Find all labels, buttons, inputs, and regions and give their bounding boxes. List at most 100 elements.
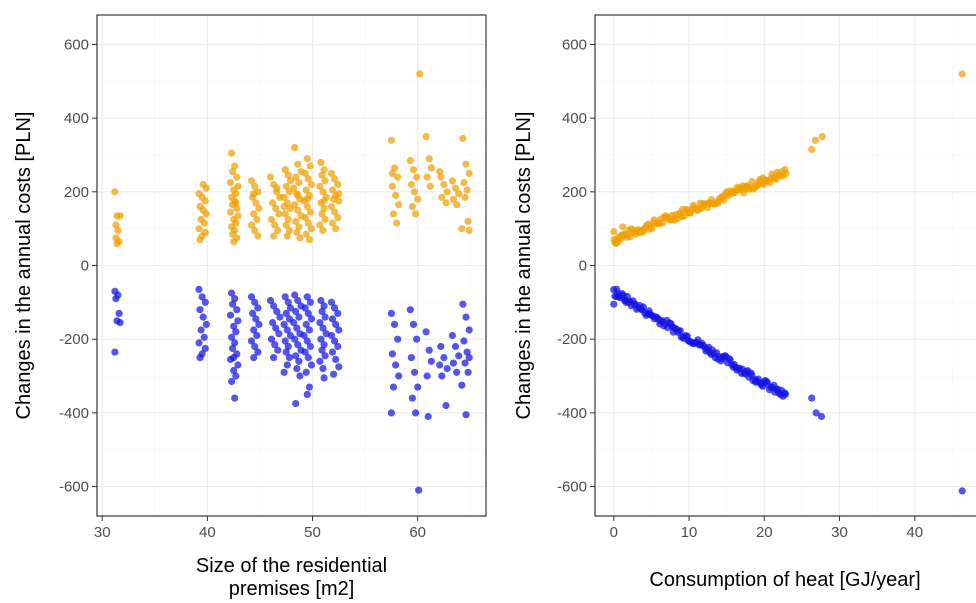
data-point xyxy=(292,400,300,408)
data-point xyxy=(301,304,309,312)
data-point xyxy=(306,342,314,351)
data-point xyxy=(284,171,292,179)
data-point xyxy=(808,145,816,154)
data-point xyxy=(408,394,416,402)
data-point xyxy=(283,326,291,334)
x-axis-title: Consumption of heat [GJ/year] xyxy=(649,569,920,591)
data-point xyxy=(269,319,277,327)
data-point xyxy=(334,214,342,222)
data-point xyxy=(448,177,456,185)
data-point xyxy=(232,328,240,336)
data-point xyxy=(303,155,311,163)
data-point xyxy=(251,182,259,190)
data-point xyxy=(316,182,324,190)
data-point xyxy=(272,324,280,332)
data-point xyxy=(292,307,300,316)
data-point xyxy=(284,342,292,351)
data-point xyxy=(280,368,288,376)
x-axis-title: premises [m2] xyxy=(229,578,355,600)
data-point xyxy=(334,309,342,317)
x-tick-label: 60 xyxy=(409,524,426,541)
data-point xyxy=(302,186,310,194)
data-point xyxy=(230,366,238,375)
data-point xyxy=(335,363,343,371)
data-point xyxy=(201,344,209,352)
data-point xyxy=(443,188,451,196)
data-point xyxy=(460,179,468,187)
data-point xyxy=(463,348,471,356)
data-point xyxy=(332,355,340,363)
data-point xyxy=(610,300,618,308)
y-tick-label: -600 xyxy=(557,479,587,496)
data-point xyxy=(302,230,310,238)
data-point xyxy=(409,320,418,328)
data-point xyxy=(284,215,292,224)
data-point xyxy=(331,304,339,312)
data-point xyxy=(306,298,314,306)
data-point xyxy=(320,166,328,174)
data-point xyxy=(318,210,326,218)
data-point xyxy=(459,300,467,308)
data-point xyxy=(231,295,239,303)
data-point xyxy=(443,365,451,373)
data-point xyxy=(306,162,314,170)
data-point xyxy=(274,346,282,354)
data-point xyxy=(334,342,342,351)
scatter-panel-heat-consumption: 0 10 20 30 40 -600 -400 -200 0 200 400 600 Consumpti… xyxy=(513,14,976,591)
data-point xyxy=(676,327,684,335)
data-point xyxy=(427,164,435,172)
data-point xyxy=(228,289,236,297)
data-point xyxy=(461,193,469,201)
data-point xyxy=(232,199,240,207)
data-point xyxy=(302,320,310,328)
data-point xyxy=(410,188,419,196)
data-point xyxy=(251,298,259,306)
data-point xyxy=(266,296,275,305)
data-point xyxy=(390,320,399,328)
data-point xyxy=(407,180,415,189)
data-point xyxy=(460,337,468,345)
data-point xyxy=(451,184,460,192)
data-point xyxy=(426,182,434,190)
data-point xyxy=(280,193,288,201)
data-point xyxy=(306,208,314,216)
data-point xyxy=(112,221,120,229)
data-point xyxy=(316,357,324,365)
data-point xyxy=(327,298,336,306)
data-point xyxy=(111,188,119,196)
data-point xyxy=(317,335,325,343)
data-point xyxy=(319,226,327,235)
x-tick-label: 0 xyxy=(610,524,618,541)
data-point xyxy=(116,212,124,220)
data-point xyxy=(406,306,414,314)
data-point xyxy=(317,296,325,305)
data-point xyxy=(291,144,299,152)
data-point xyxy=(328,186,337,194)
data-point xyxy=(231,339,239,347)
data-point xyxy=(255,204,263,212)
data-point xyxy=(320,204,328,212)
data-point xyxy=(115,309,123,317)
data-point xyxy=(748,177,756,186)
data-point xyxy=(295,179,303,187)
data-point xyxy=(422,328,430,336)
data-point xyxy=(449,195,457,203)
data-point xyxy=(318,307,326,316)
data-point xyxy=(388,182,396,190)
data-point xyxy=(413,173,421,181)
data-point xyxy=(659,219,667,227)
data-point xyxy=(230,322,238,330)
data-point xyxy=(301,348,309,356)
data-point xyxy=(272,204,280,212)
data-point xyxy=(387,136,395,144)
data-point xyxy=(270,354,278,362)
data-point xyxy=(250,326,258,334)
data-point xyxy=(276,313,284,321)
data-point xyxy=(462,160,470,168)
data-point xyxy=(448,331,456,340)
data-point xyxy=(295,357,303,365)
data-point xyxy=(331,337,339,345)
data-point xyxy=(465,226,473,235)
data-point xyxy=(295,313,303,321)
